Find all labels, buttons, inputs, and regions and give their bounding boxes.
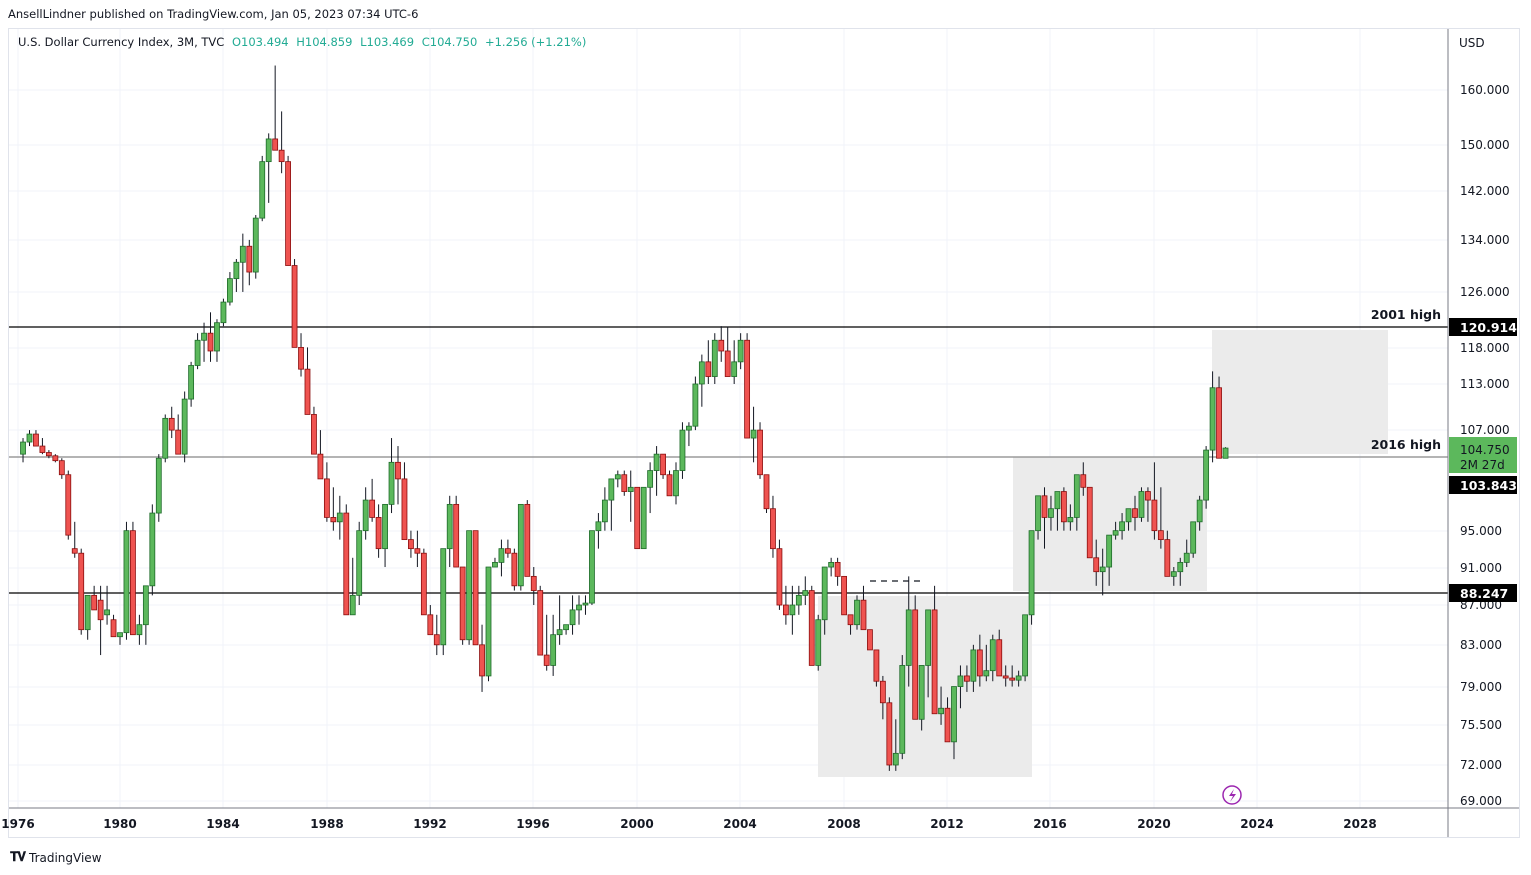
legend-high: H104.859 bbox=[296, 35, 353, 49]
range-box[interactable] bbox=[818, 596, 1032, 777]
horizontal-levels[interactable]: 2001 high 2016 high bbox=[9, 307, 1448, 594]
tv-logo-icon: 𝐓𝐕 bbox=[10, 850, 26, 865]
svg-text:118.000: 118.000 bbox=[1460, 341, 1510, 355]
svg-text:1996: 1996 bbox=[516, 817, 549, 831]
tradingview-logo[interactable]: 𝐓𝐕 TradingView bbox=[10, 850, 102, 865]
svg-text:2008: 2008 bbox=[827, 817, 860, 831]
svg-text:75.500: 75.500 bbox=[1460, 718, 1502, 732]
legend-close: C104.750 bbox=[421, 35, 478, 49]
svg-text:83.000: 83.000 bbox=[1460, 638, 1502, 652]
axes bbox=[9, 29, 1519, 837]
svg-text:1984: 1984 bbox=[206, 817, 239, 831]
svg-text:107.000: 107.000 bbox=[1460, 423, 1510, 437]
svg-text:79.000: 79.000 bbox=[1460, 680, 1502, 694]
lightning-icon[interactable] bbox=[1222, 785, 1242, 805]
range-boxes[interactable] bbox=[818, 330, 1388, 777]
svg-text:104.750: 104.750 bbox=[1460, 443, 1510, 457]
svg-text:2012: 2012 bbox=[930, 817, 963, 831]
svg-text:2016: 2016 bbox=[1033, 817, 1066, 831]
svg-text:2020: 2020 bbox=[1137, 817, 1170, 831]
range-box[interactable] bbox=[1212, 330, 1388, 454]
svg-text:88.247: 88.247 bbox=[1460, 586, 1508, 601]
svg-text:69.000: 69.000 bbox=[1460, 794, 1502, 808]
svg-text:113.000: 113.000 bbox=[1460, 377, 1510, 391]
svg-text:91.000: 91.000 bbox=[1460, 561, 1502, 575]
svg-text:95.000: 95.000 bbox=[1460, 524, 1502, 538]
svg-text:126.000: 126.000 bbox=[1460, 285, 1510, 299]
legend-open: O103.494 bbox=[231, 35, 289, 49]
range-box[interactable] bbox=[1013, 457, 1207, 591]
legend-change: +1.256 (+1.21%) bbox=[484, 35, 587, 49]
svg-text:1980: 1980 bbox=[103, 817, 136, 831]
legend-low: L103.469 bbox=[360, 35, 415, 49]
svg-text:120.914: 120.914 bbox=[1460, 320, 1517, 335]
candles bbox=[20, 65, 1229, 771]
svg-text:2M 27d: 2M 27d bbox=[1460, 458, 1505, 472]
svg-text:160.000: 160.000 bbox=[1460, 83, 1510, 97]
svg-text:1992: 1992 bbox=[413, 817, 446, 831]
level-label: 2001 high bbox=[1371, 307, 1441, 322]
symbol-legend: U.S. Dollar Currency Index, 3M, TVC O103… bbox=[18, 35, 590, 49]
grid-lines bbox=[9, 29, 1448, 808]
chart-frame bbox=[8, 28, 1520, 838]
svg-text:142.000: 142.000 bbox=[1460, 184, 1510, 198]
svg-text:USD: USD bbox=[1459, 36, 1485, 50]
svg-text:2028: 2028 bbox=[1343, 817, 1376, 831]
svg-text:1988: 1988 bbox=[310, 817, 343, 831]
tv-brand-label: TradingView bbox=[29, 850, 102, 865]
publisher-line: AnsellLindner published on TradingView.c… bbox=[8, 7, 419, 21]
svg-text:150.000: 150.000 bbox=[1460, 138, 1510, 152]
svg-text:1976: 1976 bbox=[1, 817, 34, 831]
time-axis[interactable]: 1976 1980 1984 1988 1992 1996 2000 2004 2008 2012… bbox=[1, 817, 1376, 831]
svg-text:2004: 2004 bbox=[723, 817, 756, 831]
svg-text:2024: 2024 bbox=[1240, 817, 1273, 831]
svg-text:72.000: 72.000 bbox=[1460, 758, 1502, 772]
level-label: 2016 high bbox=[1371, 437, 1441, 452]
svg-text:134.000: 134.000 bbox=[1460, 233, 1510, 247]
symbol-title[interactable]: U.S. Dollar Currency Index, 3M, TVC bbox=[18, 35, 225, 49]
svg-text:103.843: 103.843 bbox=[1460, 478, 1517, 493]
price-axis[interactable]: USD 160.000 150.000 142.000 134.000 126.000 11… bbox=[1449, 36, 1517, 808]
svg-text:2000: 2000 bbox=[620, 817, 653, 831]
